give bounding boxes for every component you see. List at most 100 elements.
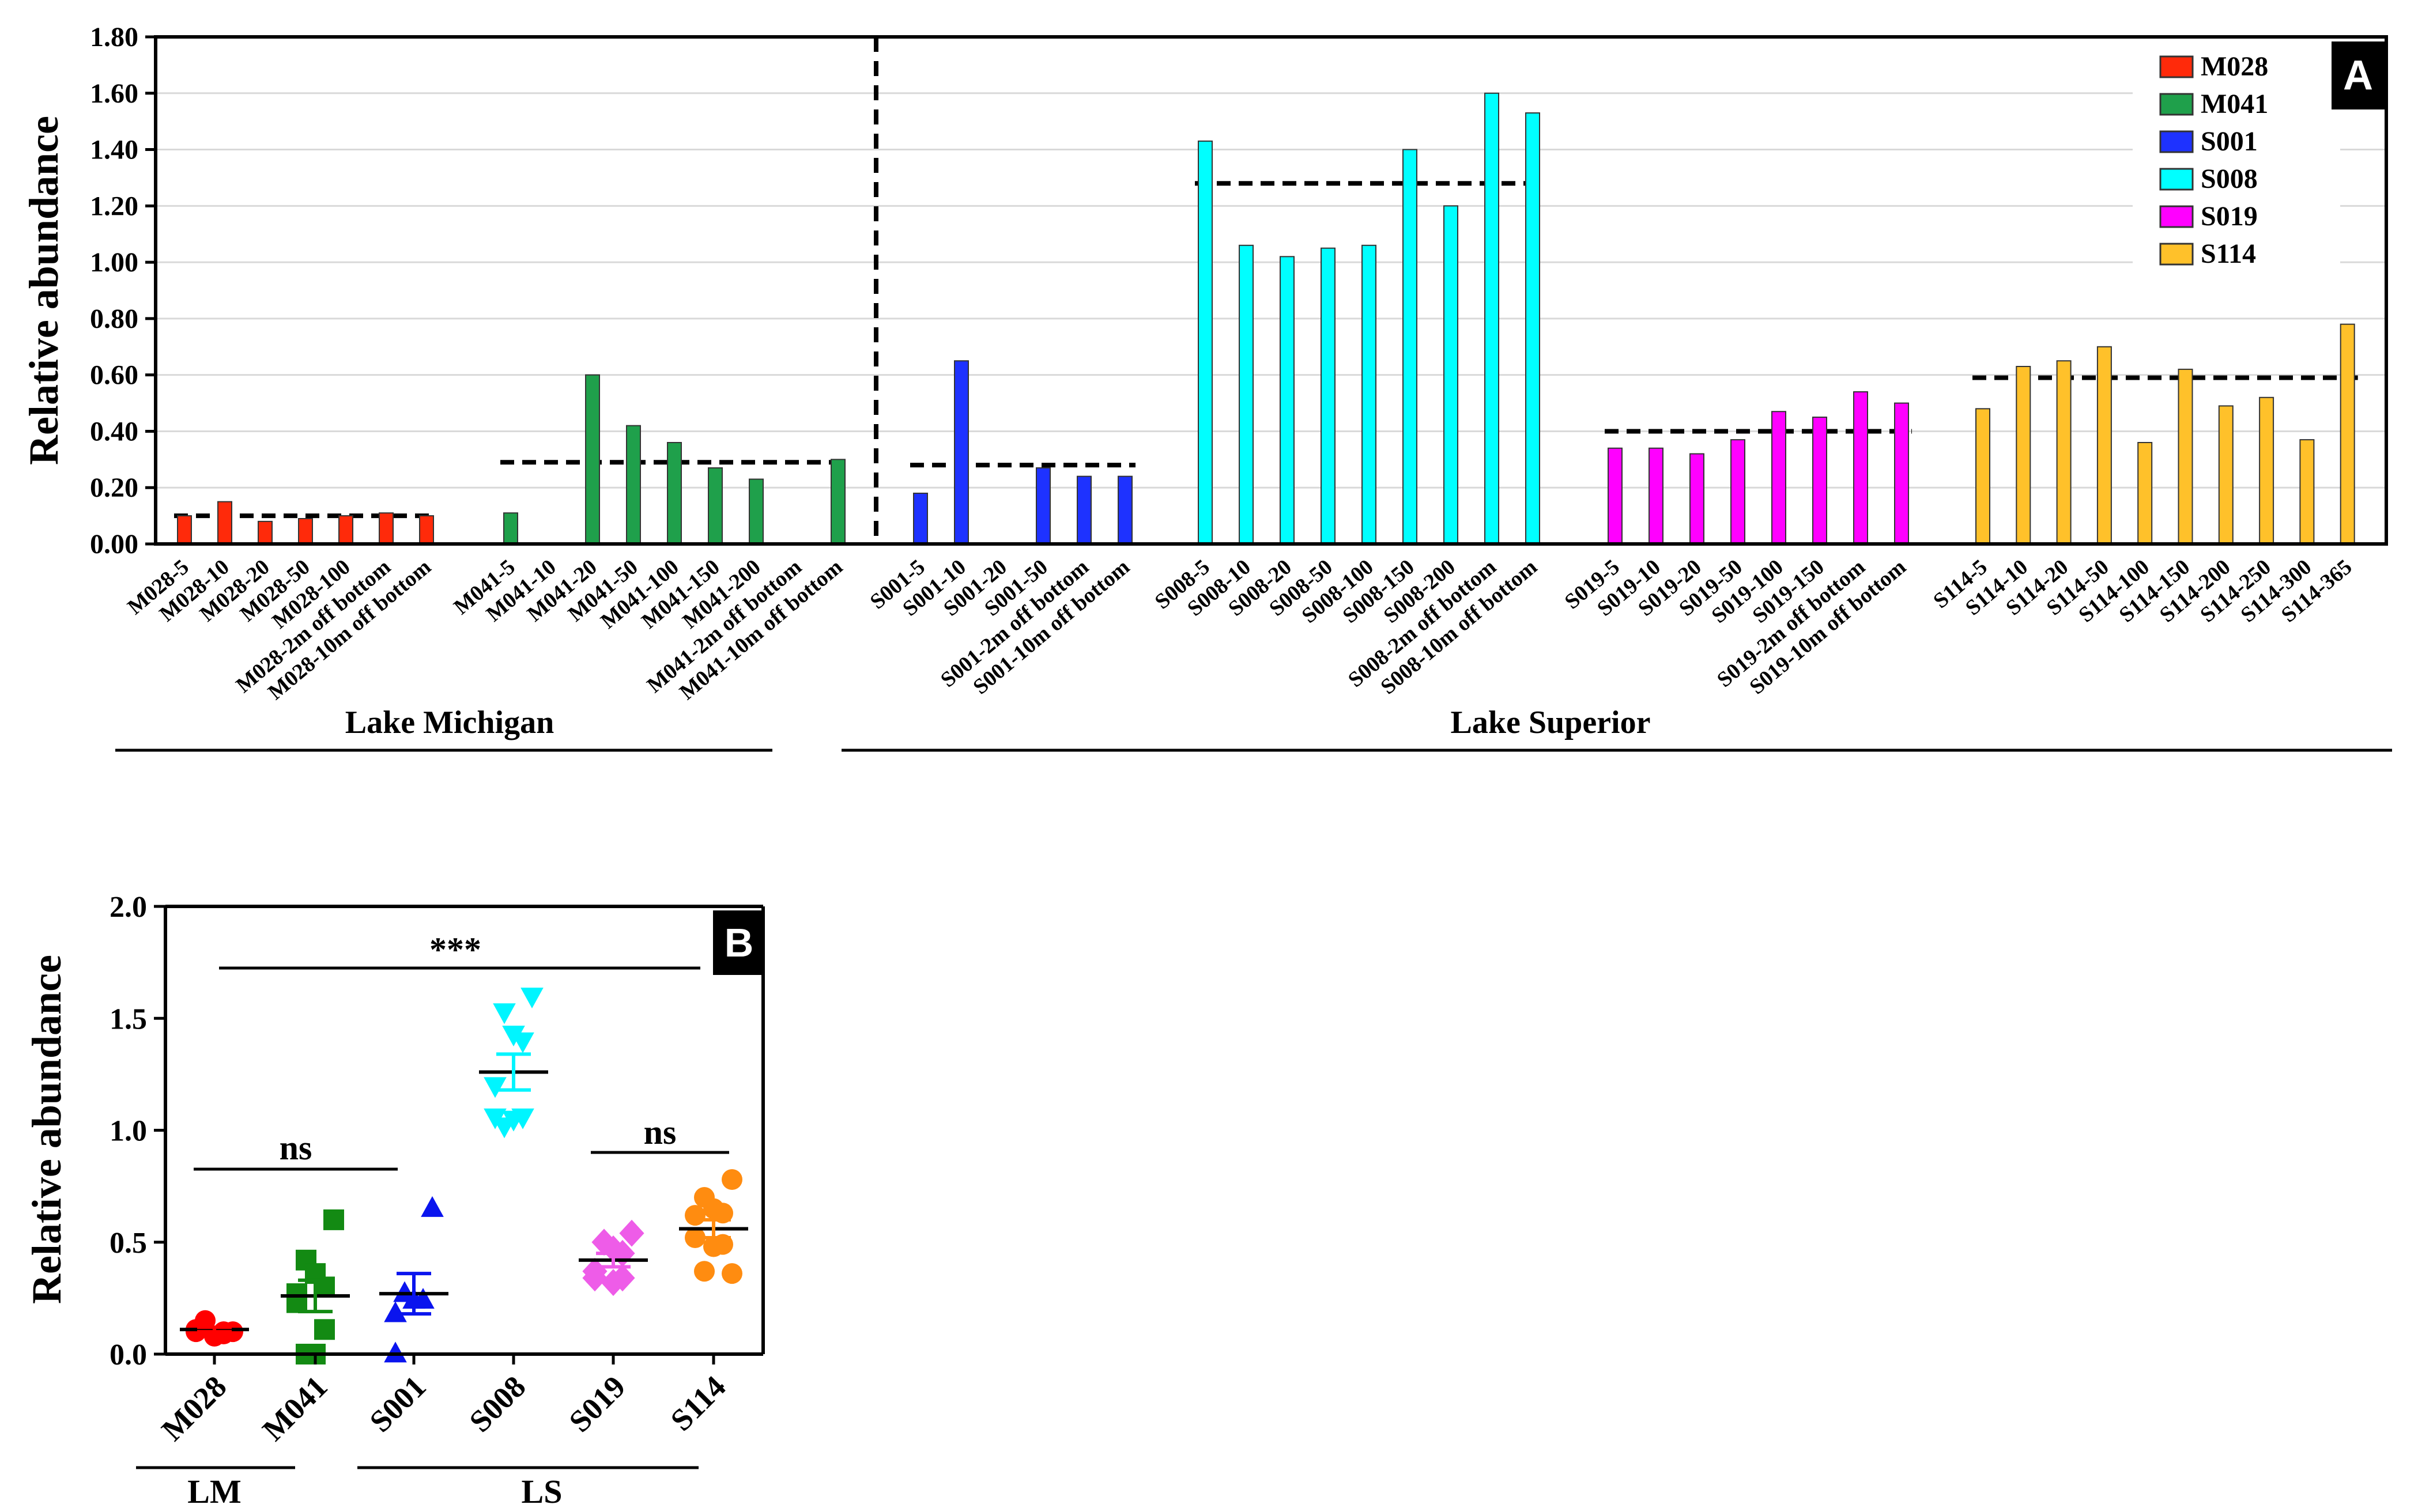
region-label: LS — [522, 1473, 563, 1510]
bar-M041-10m off bottom — [831, 459, 846, 545]
point-S019 — [619, 1219, 644, 1247]
panel-b-letter: B — [725, 920, 754, 965]
y-tick-label: 0.60 — [90, 360, 138, 391]
bar-M041-50 — [626, 425, 641, 545]
y-tick-label: 1.80 — [90, 22, 138, 52]
bar-S001-50 — [1036, 467, 1051, 545]
panel-a-bar-chart: 0.00 0.20 0.40 0.60 0.80 1.00 1.20 1.40 1.60 1.80… — [21, 22, 2392, 752]
y-tick-label: 1.60 — [90, 78, 138, 109]
y-tick-label: 0.80 — [90, 304, 138, 334]
bar-S114-50 — [2096, 346, 2112, 545]
panel-a-x-tick-labels: M028-5M028-10M028-20M028-50M028-100M028-… — [123, 555, 2356, 705]
bar-S019-10m off bottom — [1894, 402, 1909, 545]
bar-S019-150 — [1812, 417, 1827, 545]
significance-label: ns — [280, 1129, 312, 1167]
point-M041 — [323, 1209, 344, 1230]
panel-a-plot-frame — [154, 35, 2388, 546]
panel-a-letter-badge — [2332, 41, 2385, 109]
point-S114 — [694, 1261, 715, 1282]
point-S114 — [703, 1236, 724, 1257]
point-S001 — [412, 1288, 435, 1309]
bar-S008-20 — [1280, 256, 1295, 545]
x-tick-label-M028: M028 — [155, 1369, 233, 1447]
bar-M028-5 — [177, 515, 192, 545]
panel-b-letter-badge — [713, 910, 765, 975]
bar-M028-100 — [338, 515, 353, 545]
point-S008 — [493, 1117, 516, 1139]
panel-b-x-tick-labels: M028 M041 S001 S008 S019 S114 — [155, 1354, 733, 1447]
point-S019 — [591, 1228, 617, 1256]
bar-M041-5 — [503, 512, 518, 545]
bar-M041-150 — [708, 467, 723, 545]
bar-S001-10m off bottom — [1118, 475, 1133, 545]
region-label: Lake Michigan — [345, 705, 554, 740]
legend-label-S019: S019 — [2201, 201, 2258, 232]
bar-M028-10 — [217, 501, 232, 545]
legend-swatch-M041 — [2159, 93, 2194, 116]
bar-S114-200 — [2218, 405, 2234, 545]
bar-S114-365 — [2340, 323, 2355, 545]
y-tick-label: 2.0 — [110, 891, 147, 924]
bar-M028-2m off bottom — [379, 512, 394, 545]
point-S001 — [384, 1301, 407, 1322]
x-tick-label-S114: S114 — [664, 1369, 733, 1438]
bar-S114-5 — [1975, 408, 1990, 545]
y-tick-label: 0.20 — [90, 472, 138, 503]
point-S019 — [610, 1264, 635, 1292]
bar-S019-5 — [1608, 447, 1623, 545]
y-tick-label: 0.0 — [110, 1339, 147, 1371]
bar-M028-50 — [298, 518, 313, 545]
point-S114 — [722, 1169, 742, 1190]
bar-S008-10 — [1239, 244, 1254, 545]
region-label: Lake Superior — [1451, 705, 1651, 740]
point-S114 — [722, 1263, 742, 1284]
legend-swatch-S019 — [2159, 205, 2194, 228]
x-tick-label-M041: M041 — [256, 1369, 334, 1447]
bar-S001-10 — [954, 360, 969, 545]
point-S001 — [421, 1196, 444, 1217]
bar-M028-20 — [258, 520, 273, 545]
legend-label-S008: S008 — [2201, 164, 2258, 194]
panel-a-letter: A — [2343, 52, 2373, 99]
bar-S114-10 — [2016, 366, 2031, 545]
panel-a-y-ticks: 0.00 0.20 0.40 0.60 0.80 1.00 1.20 1.40 1.60 1.80 — [90, 22, 156, 560]
y-tick-label: 1.00 — [90, 247, 138, 278]
y-tick-label: 1.20 — [90, 191, 138, 221]
bar-S001-5 — [913, 493, 928, 545]
panel-b-y-ticks: 0.0 0.5 1.0 1.5 2.0 — [110, 891, 165, 1371]
panel-b-y-axis-label: Relative abundance — [24, 955, 70, 1304]
bar-S019-50 — [1730, 439, 1745, 545]
legend-swatch-S001 — [2159, 130, 2194, 153]
point-M041 — [314, 1319, 335, 1340]
legend-swatch-M028 — [2159, 55, 2194, 78]
bar-S008-2m off bottom — [1484, 92, 1499, 545]
bar-S019-10 — [1649, 447, 1663, 545]
point-S019 — [601, 1235, 626, 1262]
point-S019 — [582, 1264, 608, 1292]
panel-b-points — [186, 988, 742, 1364]
panel-b-scatter-chart: *** ns ns 0.0 0.5 1.0 1.5 2.0 M028 M041 S001 S008… — [24, 891, 765, 1510]
point-S008 — [520, 988, 544, 1008]
bar-S114-20 — [2056, 360, 2072, 545]
x-tick-label-S001: S001 — [363, 1369, 433, 1439]
bar-S008-50 — [1321, 247, 1336, 545]
bar-S019-2m off bottom — [1853, 391, 1868, 545]
x-tick-label-S019: S019 — [563, 1369, 632, 1439]
y-tick-label: 1.5 — [110, 1003, 147, 1035]
y-tick-label: 0.00 — [90, 529, 138, 560]
bar-S008-5 — [1198, 140, 1213, 545]
bar-S008-10m off bottom — [1525, 112, 1540, 545]
x-tick-label-S008: S008 — [463, 1369, 533, 1439]
bar-S114-300 — [2299, 439, 2315, 545]
bar-M041-200 — [749, 478, 764, 545]
panel-a-y-axis-label: Relative abundance — [21, 116, 67, 465]
region-label: LM — [187, 1473, 241, 1510]
bar-S114-250 — [2259, 396, 2274, 545]
point-S019 — [601, 1269, 626, 1296]
point-S008 — [511, 1032, 534, 1053]
legend-label-M041: M041 — [2201, 89, 2268, 119]
point-S114 — [685, 1205, 706, 1226]
panel-b-region-labels: LM LS — [136, 1466, 699, 1510]
panel-b-annotations: *** ns ns — [194, 931, 729, 1171]
